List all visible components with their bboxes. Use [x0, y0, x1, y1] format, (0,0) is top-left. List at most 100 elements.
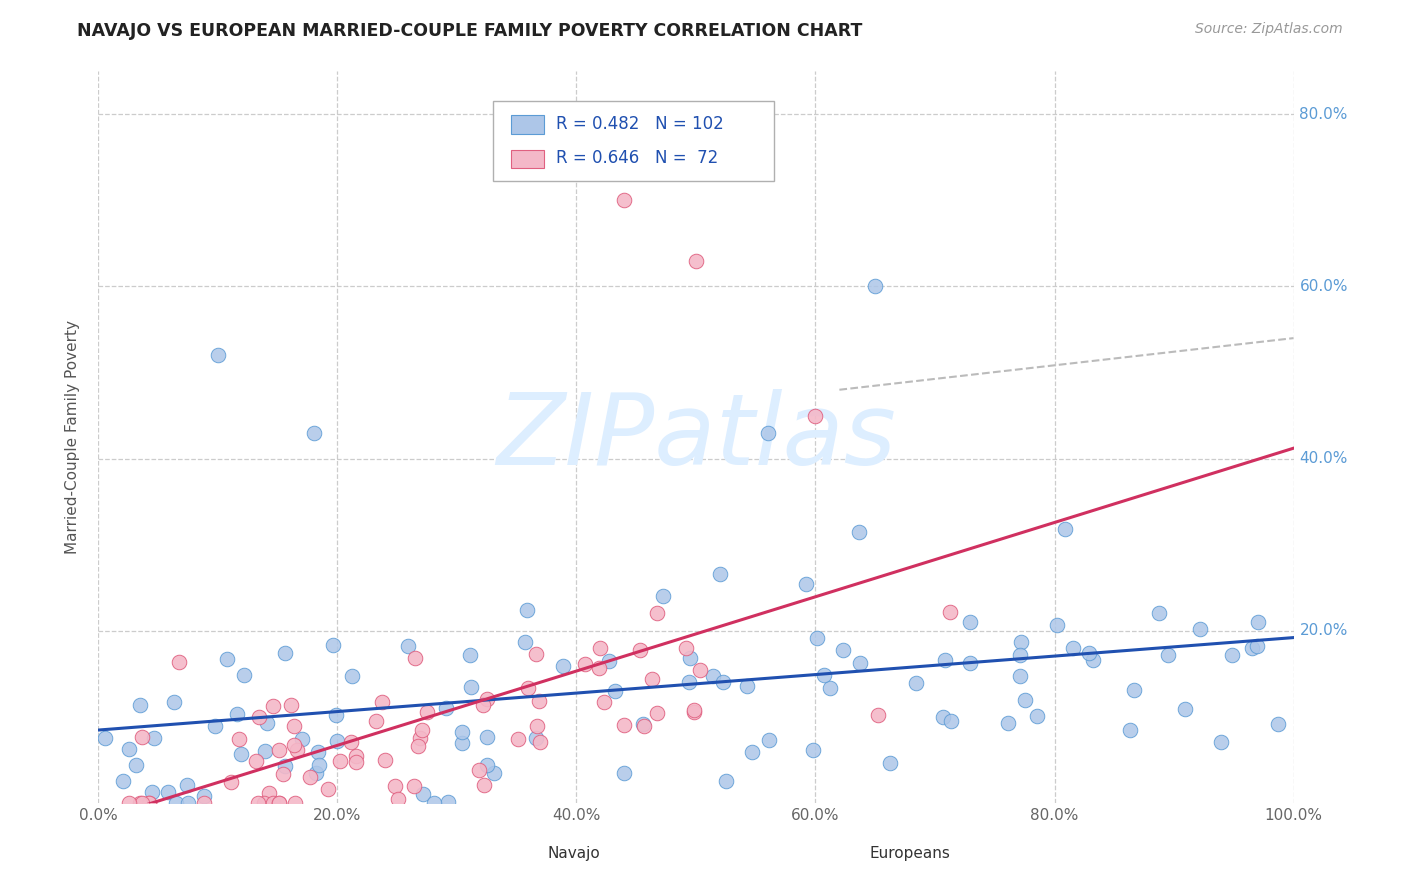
Point — [291, 732, 314, 747]
Point — [404, 650, 426, 665]
Point — [641, 672, 664, 686]
Point — [207, 348, 229, 362]
Point — [305, 766, 328, 780]
Point — [1077, 646, 1099, 660]
Point — [271, 767, 294, 781]
Point — [613, 765, 636, 780]
Point — [1147, 607, 1170, 621]
Bar — [510, 115, 544, 134]
Point — [262, 796, 284, 810]
Point — [848, 525, 870, 540]
Point — [384, 779, 406, 793]
Point — [411, 723, 433, 737]
Point — [905, 676, 928, 690]
Point — [253, 796, 276, 810]
Point — [589, 641, 612, 656]
Point — [228, 732, 250, 747]
Point — [396, 640, 419, 654]
Point — [283, 718, 305, 732]
Point — [111, 773, 134, 788]
Point — [630, 643, 652, 657]
Text: ZIPatlas: ZIPatlas — [496, 389, 896, 485]
Text: Navajo: Navajo — [548, 846, 600, 861]
Point — [508, 732, 530, 747]
Point — [274, 759, 297, 773]
Point — [451, 724, 474, 739]
Text: NAVAJO VS EUROPEAN MARRIED-COUPLE FAMILY POVERTY CORRELATION CHART: NAVAJO VS EUROPEAN MARRIED-COUPLE FAMILY… — [77, 22, 863, 40]
Point — [1046, 617, 1069, 632]
Point — [118, 796, 141, 810]
Point — [129, 796, 152, 810]
Point — [472, 778, 495, 792]
FancyBboxPatch shape — [494, 101, 773, 181]
Point — [711, 675, 734, 690]
Point — [204, 718, 226, 732]
Point — [675, 640, 697, 655]
Point — [416, 706, 439, 720]
Y-axis label: Married-Couple Family Poverty: Married-Couple Family Poverty — [65, 320, 80, 554]
Point — [865, 279, 887, 293]
Bar — [827, 845, 860, 863]
Point — [1062, 640, 1084, 655]
Point — [702, 669, 724, 683]
Point — [475, 691, 498, 706]
Bar — [508, 845, 541, 863]
Point — [267, 743, 290, 757]
Point — [125, 757, 148, 772]
Point — [866, 708, 889, 723]
Point — [709, 567, 731, 582]
Point — [818, 681, 841, 696]
Point — [308, 758, 330, 772]
Point — [451, 736, 474, 750]
Point — [645, 606, 668, 620]
Point — [285, 743, 308, 757]
Point — [524, 731, 547, 746]
Point — [647, 706, 669, 720]
Point — [1010, 648, 1032, 663]
Text: R = 0.646   N =  72: R = 0.646 N = 72 — [557, 149, 718, 168]
Point — [436, 795, 458, 809]
Point — [482, 766, 505, 780]
Point — [436, 700, 458, 714]
Point — [307, 745, 329, 759]
Point — [683, 703, 706, 717]
Point — [756, 425, 779, 440]
Point — [1157, 648, 1180, 662]
Point — [516, 603, 538, 617]
Point — [167, 655, 190, 669]
Point — [849, 656, 872, 670]
Point — [832, 643, 855, 657]
Point — [806, 631, 828, 645]
Point — [142, 731, 165, 745]
Point — [529, 735, 551, 749]
Point — [94, 731, 117, 745]
Point — [598, 654, 620, 668]
Point — [366, 714, 388, 729]
Point — [1008, 669, 1031, 683]
Point — [225, 706, 247, 721]
Point — [1010, 635, 1032, 649]
Point — [574, 657, 596, 671]
Point — [1211, 735, 1233, 749]
Point — [371, 695, 394, 709]
Point — [374, 753, 396, 767]
Point — [1246, 615, 1268, 629]
Point — [141, 785, 163, 799]
Point — [269, 796, 291, 810]
Point — [326, 734, 349, 748]
Point — [460, 680, 482, 694]
Point — [259, 786, 281, 800]
Point — [193, 789, 215, 803]
Point — [678, 674, 700, 689]
Point — [176, 796, 198, 810]
Point — [284, 796, 307, 810]
Point — [163, 695, 186, 709]
Text: 20.0%: 20.0% — [1299, 624, 1348, 638]
Point — [280, 698, 302, 712]
Point — [997, 716, 1019, 731]
Point — [131, 730, 153, 744]
Text: 40.0%: 40.0% — [1299, 451, 1348, 467]
Point — [217, 652, 239, 666]
Point — [409, 731, 432, 746]
Point — [274, 646, 297, 660]
